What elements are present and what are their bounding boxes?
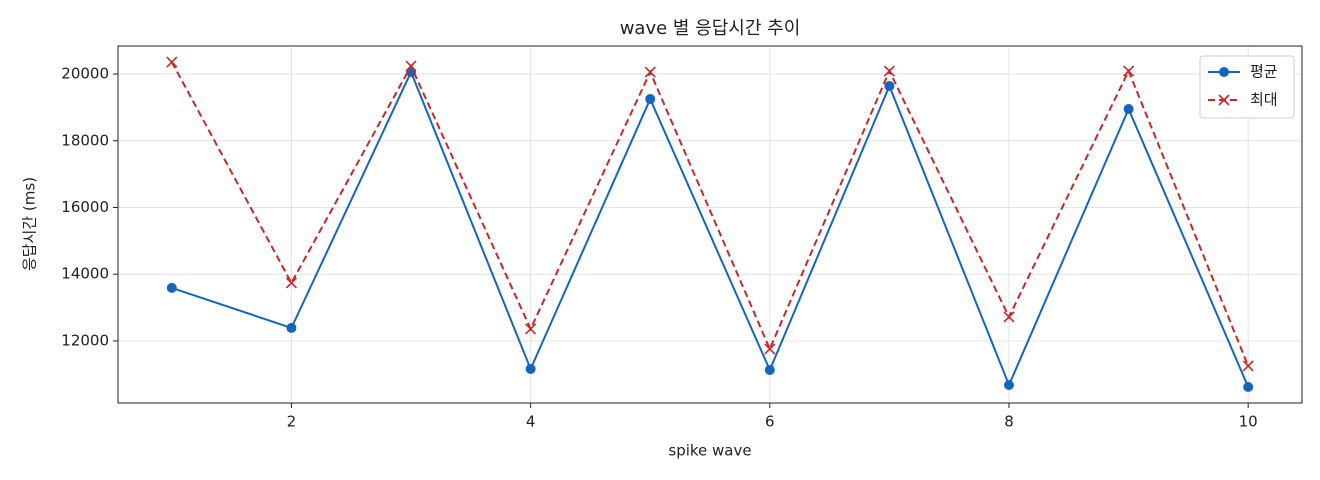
x-tick-label: 2 (287, 413, 297, 431)
marker (286, 322, 297, 333)
marker (525, 363, 536, 374)
marker (764, 343, 776, 355)
marker (764, 364, 775, 375)
marker (405, 60, 417, 72)
marker (525, 323, 537, 335)
marker (1242, 360, 1254, 372)
marker (285, 277, 297, 289)
y-axis-label: 응답시간 (ms) (21, 177, 39, 271)
x-tick-label: 6 (765, 413, 775, 431)
marker (1003, 311, 1015, 323)
y-tick-label: 16000 (61, 198, 109, 216)
x-tick-label: 4 (526, 413, 536, 431)
marker (883, 65, 895, 77)
line (170, 61, 1250, 367)
plot-frame (117, 45, 1303, 404)
marker (166, 56, 178, 68)
y-tick-label: 18000 (61, 131, 109, 149)
legend-marker (1218, 94, 1230, 106)
legend-label: 최대 (1250, 91, 1278, 109)
y-tick-label: 14000 (61, 265, 109, 283)
x-tick-label: 8 (1004, 413, 1014, 431)
marker (1003, 379, 1014, 390)
legend-box (1199, 55, 1295, 119)
marker (644, 66, 656, 78)
marker (1123, 65, 1135, 77)
marker (1243, 381, 1254, 392)
x-tick-label: 10 (1239, 413, 1258, 431)
chart-title: wave 별 응답시간 추이 (620, 18, 801, 39)
y-tick-label: 12000 (61, 331, 109, 349)
marker (166, 282, 177, 293)
x-axis-label: spike wave (668, 442, 751, 460)
marker (1123, 104, 1134, 115)
legend-label: 평균 (1250, 63, 1278, 81)
line (171, 69, 1250, 388)
legend-marker (1219, 67, 1229, 77)
marker (645, 94, 656, 105)
y-tick-label: 20000 (61, 65, 109, 83)
marker (884, 81, 895, 92)
